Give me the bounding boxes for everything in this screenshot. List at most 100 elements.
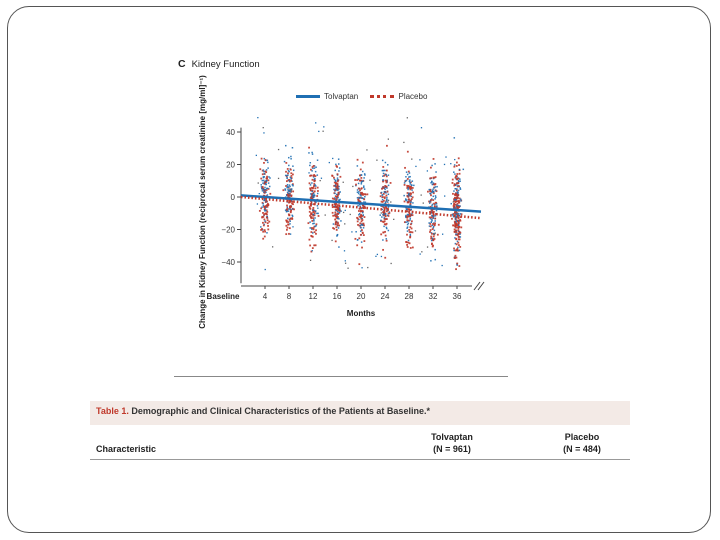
tolvaptan-point [386, 187, 388, 189]
tolvaptan-point [266, 187, 268, 190]
tolvaptan-point [407, 187, 409, 189]
placebo-point [265, 189, 268, 191]
placebo-point [385, 239, 388, 242]
tolvaptan-point [455, 184, 457, 186]
x-tick-label: 4 [263, 292, 268, 301]
placebo-point [383, 223, 386, 226]
placebo-point [286, 193, 289, 196]
placebo-point [308, 238, 311, 241]
tolvaptan-point [333, 178, 336, 181]
placebo-point [458, 197, 461, 200]
placebo-point [285, 170, 287, 173]
placebo-point [287, 223, 289, 226]
tolvaptan-point [459, 178, 461, 180]
placebo-point [335, 216, 338, 219]
tolvaptan-point [409, 181, 411, 184]
placebo-point [457, 220, 459, 222]
outlier-point [309, 259, 312, 261]
placebo-point [363, 198, 366, 201]
tolvaptan-point [265, 201, 267, 203]
tolvaptan-point [386, 209, 388, 211]
y-tick-label: 20 [226, 161, 235, 170]
placebo-point [311, 189, 314, 192]
placebo-point [337, 222, 339, 225]
placebo-point [457, 241, 460, 244]
placebo-point [407, 196, 410, 198]
tolvaptan-point [435, 171, 437, 173]
outlier-point [342, 181, 344, 183]
tolvaptan-point [314, 170, 317, 173]
outlier-point [255, 154, 257, 157]
outlier-point [420, 194, 422, 196]
panel-title: C Kidney Function [178, 58, 260, 70]
placebo-point [380, 200, 383, 203]
tolvaptan-point [360, 241, 363, 243]
placebo-point [458, 164, 460, 166]
tolvaptan-point [407, 222, 410, 225]
placebo-point [453, 220, 456, 223]
placebo-point [455, 231, 458, 234]
tolvaptan-point [336, 235, 338, 237]
tolvaptan-point [338, 246, 340, 248]
tolvaptan-point [403, 194, 405, 197]
placebo-point [385, 169, 388, 172]
tolvaptan-point [284, 209, 287, 211]
tolvaptan-point [308, 152, 310, 154]
tolvaptan-point [457, 246, 459, 249]
placebo-point [286, 207, 289, 210]
placebo-point [310, 174, 313, 177]
placebo-point [291, 200, 294, 203]
tolvaptan-point [433, 222, 435, 224]
placebo-point [264, 212, 267, 215]
tolvaptan-point [288, 170, 290, 173]
tolvaptan-point [431, 164, 433, 167]
placebo-point [409, 231, 412, 233]
placebo-point [454, 217, 457, 219]
tolvaptan-point [382, 175, 384, 177]
placebo-point [385, 205, 387, 208]
tolvaptan-point [336, 179, 339, 181]
tolvaptan-point [408, 195, 410, 197]
tolvaptan-point [358, 197, 360, 199]
tolvaptan-point [381, 194, 384, 196]
placebo-point [457, 227, 460, 230]
tolvaptan-point [334, 192, 336, 195]
placebo-point [334, 208, 337, 211]
tolvaptan-point [309, 227, 311, 229]
tolvaptan-point [413, 184, 415, 187]
placebo-point [431, 245, 434, 248]
placebo-point [452, 213, 455, 215]
placebo-point [384, 223, 387, 226]
tolvaptan-point [432, 225, 435, 228]
tolvaptan-point [454, 188, 457, 190]
tolvaptan-point [458, 249, 461, 252]
placebo-point [389, 182, 392, 184]
placebo-point [337, 216, 339, 218]
tolvaptan-point [355, 184, 357, 187]
tolvaptan-point [429, 192, 431, 195]
tolvaptan-point [404, 180, 407, 182]
placebo-point [455, 197, 458, 200]
placebo-point [333, 203, 336, 206]
outlier-point [380, 212, 382, 214]
panel-title-text: Kidney Function [191, 59, 260, 70]
tolvaptan-point [460, 200, 462, 202]
placebo-point [308, 205, 311, 208]
tolvaptan-point [434, 203, 436, 206]
tolvaptan-point [337, 227, 340, 229]
tolvaptan-point [364, 201, 367, 204]
tolvaptan-point [411, 212, 413, 215]
outlier-point [277, 148, 280, 151]
placebo-point [358, 179, 361, 182]
tolvaptan-point [316, 192, 319, 195]
placebo-point [382, 166, 385, 168]
placebo-point [460, 213, 463, 216]
legend-item-placebo: Placebo [370, 92, 427, 101]
placebo-point [410, 227, 413, 230]
placebo-point [403, 183, 406, 186]
placebo-point [457, 235, 460, 238]
placebo-point [455, 161, 458, 164]
tolvaptan-point [387, 206, 390, 208]
placebo-point [262, 221, 264, 224]
tolvaptan-point [263, 176, 266, 178]
